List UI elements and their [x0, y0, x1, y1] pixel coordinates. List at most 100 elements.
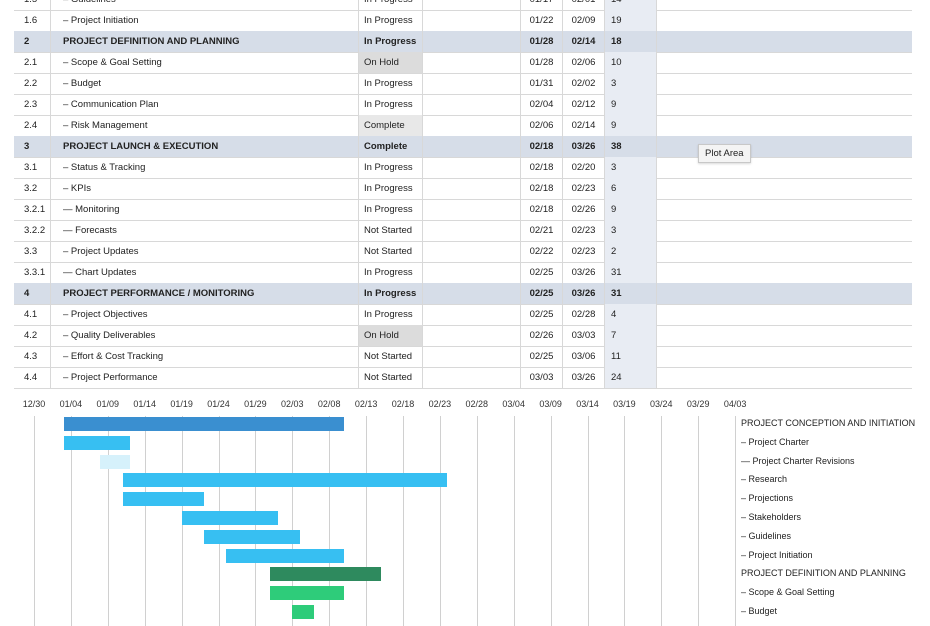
- gantt-task-label: PROJECT CONCEPTION AND INITIATION: [741, 418, 916, 428]
- table-row[interactable]: 3.1 – Status & Tracking In Progress 02/18 02…: [14, 157, 912, 179]
- status-cell[interactable]: In Progress: [358, 199, 422, 220]
- end-date-cell: 02/23: [562, 241, 604, 262]
- end-date-cell: 02/09: [562, 10, 604, 31]
- duration-cell: 4: [604, 304, 656, 325]
- gantt-bar[interactable]: [181, 511, 278, 525]
- task-id-cell: 2: [24, 36, 30, 47]
- gridline: [439, 416, 441, 626]
- table-row[interactable]: 4.2 – Quality Deliverables On Hold 02/26 03/…: [14, 325, 912, 347]
- status-cell[interactable]: Not Started: [358, 220, 422, 241]
- phase-row[interactable]: 3 PROJECT LAUNCH & EXECUTION Complete 02/18…: [14, 136, 912, 158]
- phase-row[interactable]: 2 PROJECT DEFINITION AND PLANNING In Progr…: [14, 31, 912, 53]
- blank-cell: [422, 157, 520, 178]
- status-cell[interactable]: In Progress: [358, 178, 422, 199]
- table-row[interactable]: 4.4 – Project Performance Not Started 03/03…: [14, 367, 912, 389]
- table-row[interactable]: 3.3 – Project Updates Not Started 02/22 02/2…: [14, 241, 912, 263]
- table-row[interactable]: 1.6 – Project Initiation In Progress 01/22 0…: [14, 10, 912, 32]
- status-cell[interactable]: On Hold: [358, 52, 422, 73]
- gridline: [661, 416, 663, 626]
- status-cell[interactable]: Complete: [358, 115, 422, 136]
- blank-cell: [422, 367, 520, 388]
- blank-cell: [656, 136, 912, 157]
- gantt-task-label: PROJECT DEFINITION AND PLANNING: [741, 568, 906, 579]
- blank-cell: [422, 178, 520, 199]
- gantt-task-label: – Stakeholders: [741, 512, 802, 522]
- gridline: [366, 416, 368, 626]
- blank-cell: [422, 73, 520, 94]
- blank-cell: [422, 136, 520, 157]
- status-cell[interactable]: Complete: [358, 136, 422, 157]
- table-row[interactable]: 3.2.2 — Forecasts Not Started 02/21 02/23 3: [14, 220, 912, 242]
- status-cell[interactable]: In Progress: [358, 304, 422, 325]
- gridline: [476, 416, 478, 626]
- table-row[interactable]: 2.3 – Communication Plan In Progress 02/04 0…: [14, 94, 912, 116]
- blank-cell: [422, 115, 520, 136]
- task-id-cell: 4: [24, 288, 30, 299]
- table-row[interactable]: 4.1 – Project Objectives In Progress 02/25 0…: [14, 304, 912, 326]
- gridline: [403, 416, 404, 626]
- start-date-cell: 02/25: [520, 346, 562, 367]
- duration-cell: 2: [604, 241, 656, 262]
- gantt-task-label: – Budget: [741, 606, 778, 616]
- task-id-cell: 4.4: [24, 372, 38, 383]
- gantt-bar[interactable]: [270, 567, 381, 582]
- blank-cell: [422, 304, 520, 325]
- status-cell[interactable]: In Progress: [358, 0, 422, 10]
- start-date-cell: 01/28: [520, 52, 562, 73]
- table-row[interactable]: 3.3.1 — Chart Updates In Progress 02/25 03/2…: [14, 262, 912, 284]
- gantt-bar[interactable]: [270, 586, 344, 601]
- blank-cell: [656, 283, 912, 304]
- end-date-cell: 03/26: [562, 283, 604, 304]
- task-id-cell: 3: [24, 141, 30, 152]
- end-date-cell: 02/23: [562, 220, 604, 241]
- gantt-bar[interactable]: [292, 605, 315, 619]
- start-date-cell: 02/25: [520, 262, 562, 283]
- status-cell[interactable]: Not Started: [358, 346, 422, 367]
- gantt-chart[interactable]: 12/30 01/04 01/09 01/14 01/19 01/24 01/29 02/03…: [0, 392, 930, 626]
- table-row[interactable]: 3.2 – KPIs In Progress 02/18 02/23 6: [14, 178, 912, 200]
- table-row[interactable]: 1.5– GuidelinesIn Progress 01/1702/0114: [14, 0, 912, 11]
- status-cell[interactable]: In Progress: [358, 31, 422, 52]
- task-name-cell: – Project Initiation: [50, 10, 358, 31]
- task-id-cell: 3.2: [24, 183, 38, 194]
- table-row[interactable]: 2.1 – Scope & Goal Setting On Hold 01/28 02/…: [14, 52, 912, 74]
- start-date-cell: 02/25: [520, 283, 562, 304]
- status-cell[interactable]: In Progress: [358, 262, 422, 283]
- duration-cell: 38: [604, 136, 656, 157]
- status-cell[interactable]: In Progress: [358, 10, 422, 31]
- table-row[interactable]: 4.3 – Effort & Cost Tracking Not Started 02…: [14, 346, 912, 368]
- status-cell[interactable]: In Progress: [358, 157, 422, 178]
- phase-row[interactable]: 4 PROJECT PERFORMANCE / MONITORING In Prog…: [14, 283, 912, 305]
- table-row[interactable]: 2.4 – Risk Management Complete 02/06 02/14 9: [14, 115, 912, 137]
- table-row[interactable]: 3.2.1 — Monitoring In Progress 02/18 02/26 9: [14, 199, 912, 221]
- end-date-cell: 02/01: [562, 0, 604, 10]
- gantt-bar[interactable]: [100, 454, 130, 469]
- table-row[interactable]: 2.2 – Budget In Progress 01/31 02/02 3: [14, 73, 912, 95]
- gridline: [34, 416, 35, 626]
- gantt-bar[interactable]: [122, 492, 204, 507]
- x-tick-label: 01/29: [244, 399, 267, 409]
- status-cell[interactable]: In Progress: [358, 73, 422, 94]
- end-date-cell: 02/20: [562, 157, 604, 178]
- gantt-bar[interactable]: [225, 548, 344, 563]
- gridline: [735, 416, 737, 626]
- status-cell[interactable]: Not Started: [358, 367, 422, 388]
- gantt-bar[interactable]: [122, 473, 448, 488]
- status-cell[interactable]: On Hold: [358, 325, 422, 346]
- task-id-cell: 4.3: [24, 351, 38, 362]
- x-tick-label: 03/29: [686, 399, 710, 409]
- blank-cell: [656, 325, 912, 346]
- blank-cell: [656, 0, 912, 10]
- gridline: [144, 416, 146, 626]
- gantt-bar[interactable]: [203, 529, 300, 544]
- status-cell[interactable]: In Progress: [358, 283, 422, 304]
- gantt-bar[interactable]: [63, 435, 130, 450]
- gantt-task-label: – Guidelines: [741, 530, 792, 541]
- gridline: [107, 416, 109, 626]
- status-cell[interactable]: Not Started: [358, 241, 422, 262]
- blank-cell: [422, 220, 520, 241]
- gantt-bar[interactable]: [63, 417, 344, 431]
- gantt-task-label: – Projections: [741, 493, 794, 504]
- status-cell[interactable]: In Progress: [358, 94, 422, 115]
- gridline: [624, 416, 626, 626]
